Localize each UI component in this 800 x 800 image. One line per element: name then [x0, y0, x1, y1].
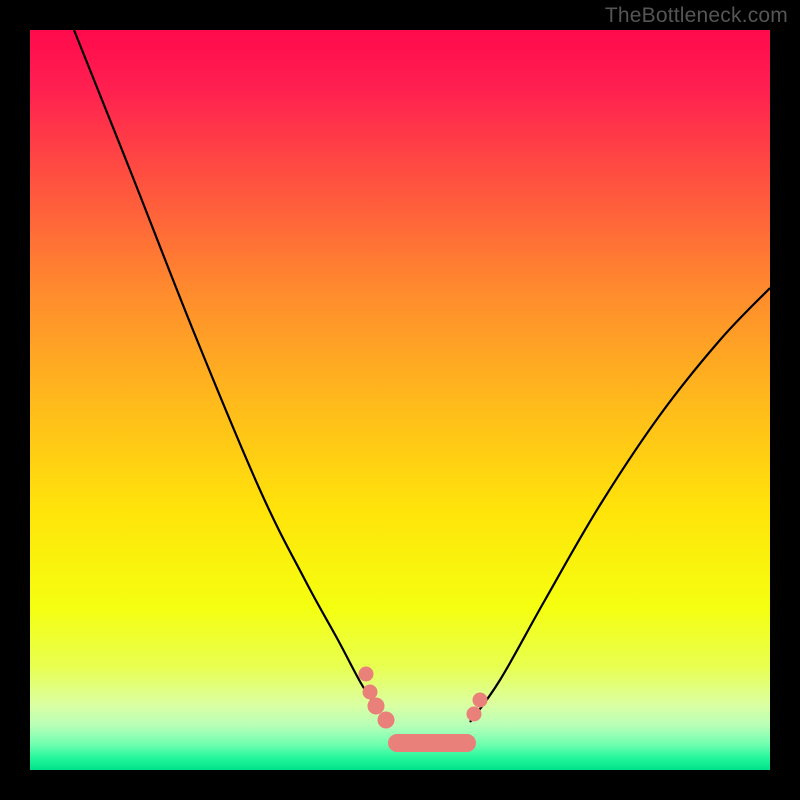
valley-bar: [388, 734, 476, 752]
valley-dot: [368, 698, 384, 714]
valley-dot: [359, 667, 373, 681]
valley-dot: [467, 707, 481, 721]
chart-container: TheBottleneck.com: [0, 0, 800, 800]
valley-dot: [363, 685, 377, 699]
gradient-background: [30, 30, 770, 770]
bottleneck-chart: [0, 0, 800, 800]
valley-dot: [473, 693, 487, 707]
watermark-text: TheBottleneck.com: [605, 4, 788, 28]
valley-dot: [378, 712, 394, 728]
